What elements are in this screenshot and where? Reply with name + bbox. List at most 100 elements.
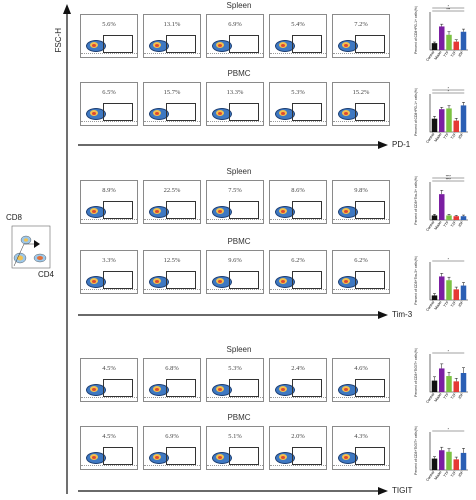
bar <box>431 118 438 132</box>
category-label: TZF <box>450 392 458 400</box>
gate-percentage: 15.2% <box>352 89 370 96</box>
gate-rectangle <box>355 379 385 397</box>
axis-ticks <box>207 121 263 125</box>
fsc-axis-line <box>63 4 71 494</box>
cell-population-center <box>344 44 348 47</box>
gate-rectangle <box>355 271 385 289</box>
significance-stars: * <box>448 258 450 262</box>
category-label: Control <box>425 392 435 404</box>
error-bar <box>440 446 444 451</box>
axis-ticks <box>333 121 389 125</box>
category-label: TTF <box>443 132 451 140</box>
error-bar <box>440 190 444 195</box>
cell-population-center <box>218 280 222 283</box>
axis-ticks <box>144 53 200 57</box>
bar <box>453 216 459 220</box>
bar <box>453 41 459 50</box>
gate-percentage: 4.3% <box>354 433 368 440</box>
error-bar <box>462 282 465 286</box>
category-label: Control <box>425 50 435 62</box>
bar <box>431 380 438 392</box>
flow-plot-panel: 15.7% <box>143 82 201 126</box>
cell-population-center <box>155 210 159 213</box>
flow-plot-panel: 6.9% <box>206 14 264 58</box>
axis-ticks <box>81 121 137 125</box>
axis-ticks <box>333 465 389 469</box>
gate-rectangle <box>292 447 322 465</box>
gate-rectangle <box>103 379 133 397</box>
bar <box>439 368 445 392</box>
cell-population-center <box>155 388 159 391</box>
bar-chart: Percent of CD8+Tim-3+ cells(%) Control Mod… <box>414 254 472 324</box>
gating-plot-graphic <box>11 225 51 269</box>
pd1-arrow <box>78 141 388 149</box>
gate-percentage: 12.5% <box>163 257 181 264</box>
significance-stars: **** <box>446 178 452 182</box>
gate-percentage: 3.3% <box>102 257 116 264</box>
axis-ticks <box>333 289 389 293</box>
category-label: Model <box>434 300 443 310</box>
gate-percentage: 9.6% <box>228 257 242 264</box>
category-label: JDF <box>457 132 465 140</box>
error-bar <box>462 448 465 453</box>
cell-population-center <box>281 210 285 213</box>
error-bar <box>462 28 465 32</box>
error-bar <box>454 456 458 460</box>
cell-population-center <box>281 44 285 47</box>
significance-stars: * <box>448 90 450 94</box>
flow-plot-panel: 8.9% <box>80 180 138 224</box>
gate-percentage: 13.3% <box>226 89 244 96</box>
bar-chart: Percent of CD8+Tim-3+ cells(%) Control Mod… <box>414 174 472 244</box>
bar <box>431 295 438 300</box>
error-bar <box>454 118 458 121</box>
bar <box>446 451 452 470</box>
category-label: TTF <box>443 50 451 58</box>
flow-plot-panel: 4.5% <box>80 426 138 470</box>
gate-rectangle <box>103 447 133 465</box>
flow-plot-panel: 6.2% <box>332 250 390 294</box>
gate-percentage: 6.9% <box>228 21 242 28</box>
bar <box>439 26 445 50</box>
category-label: Model <box>434 220 443 230</box>
axis-ticks <box>207 465 263 469</box>
tim3-axis-label: Tim-3 <box>392 310 413 319</box>
fsc-axis-label: FSC-H <box>54 28 63 53</box>
tigit-axis-label: TIGIT <box>392 486 413 495</box>
gate-rectangle <box>229 271 259 289</box>
axis-ticks <box>207 397 263 401</box>
axis-ticks <box>270 219 326 223</box>
gate-percentage: 15.7% <box>163 89 181 96</box>
cell-population-center <box>281 456 285 459</box>
gate-percentage: 5.1% <box>228 433 242 440</box>
error-bar <box>440 273 444 277</box>
axis-ticks <box>144 121 200 125</box>
cell-population-center <box>344 388 348 391</box>
gate-rectangle <box>166 35 196 53</box>
cell-population-center <box>344 456 348 459</box>
flow-plot-panel: 4.5% <box>80 358 138 402</box>
flow-plot-panel: 5.1% <box>206 426 264 470</box>
category-label: Control <box>425 220 435 232</box>
error-bar <box>462 214 465 217</box>
gate-rectangle <box>229 379 259 397</box>
flow-plot-panel: 5.3% <box>269 82 327 126</box>
category-label: TZF <box>450 300 458 308</box>
flow-plot-panel: 6.2% <box>269 250 327 294</box>
flow-plot-panel: 5.4% <box>269 14 327 58</box>
gate-rectangle <box>166 103 196 121</box>
flow-plot-panel: 13.1% <box>143 14 201 58</box>
cell-population-center <box>92 456 96 459</box>
significance-stars: * <box>448 428 450 432</box>
gating-plot: CD8 CD4 <box>4 213 54 279</box>
axis-ticks <box>270 465 326 469</box>
gate-rectangle <box>166 271 196 289</box>
bar <box>453 120 459 132</box>
tissue-title: Spleen <box>226 167 252 176</box>
tigit-arrow <box>78 487 388 495</box>
bar-chart: Percent of CD8+PD-1+ cells(%) Control Mode… <box>414 86 472 156</box>
gate-percentage: 22.5% <box>163 187 181 194</box>
gate-percentage: 6.2% <box>354 257 368 264</box>
